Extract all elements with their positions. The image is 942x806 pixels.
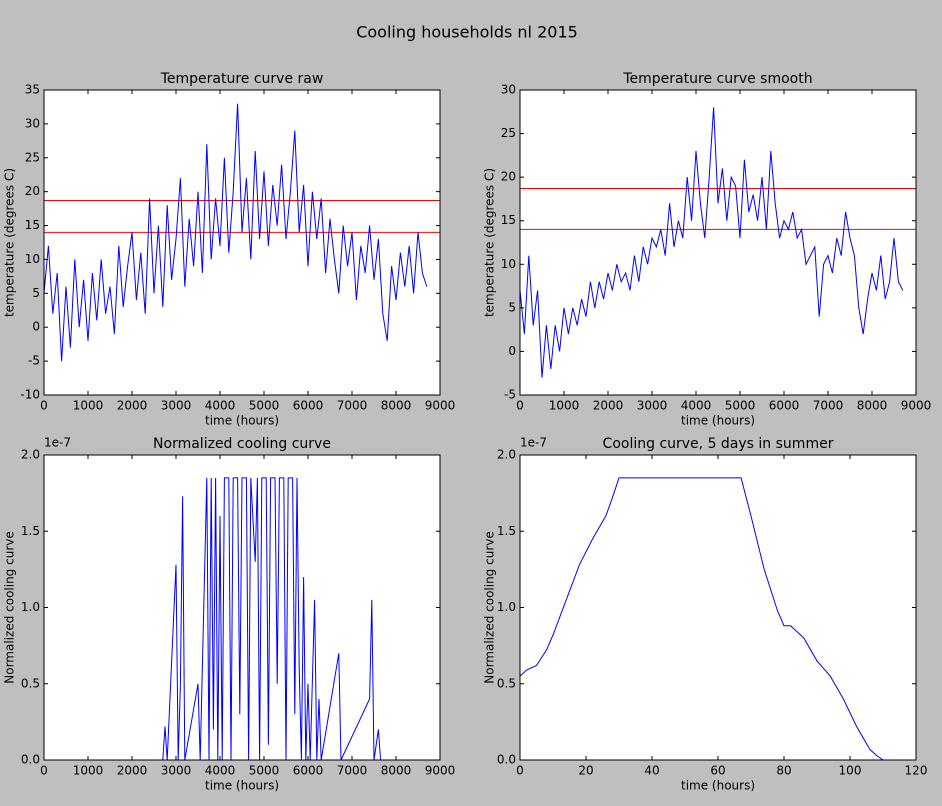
x-tick-label: 9000: [901, 399, 932, 413]
x-tick-label: 4000: [205, 399, 236, 413]
y-axis-label: Normalized cooling curve: [483, 531, 497, 683]
x-tick-label: 9000: [425, 399, 456, 413]
plot-area: [520, 455, 916, 760]
x-axis-label: time (hours): [681, 414, 755, 428]
subplot-title: Temperature curve raw: [160, 71, 324, 87]
x-tick-label: 9000: [425, 764, 456, 778]
x-tick-label: 1000: [73, 399, 104, 413]
plot-area: [520, 90, 916, 395]
x-tick-label: 0: [516, 764, 524, 778]
y-tick-label: -10: [20, 388, 40, 402]
y-tick-label: 1.5: [21, 524, 40, 538]
x-tick-label: 0: [40, 764, 48, 778]
x-tick-label: 80: [776, 764, 791, 778]
x-tick-label: 60: [710, 764, 725, 778]
x-tick-label: 7000: [337, 399, 368, 413]
x-tick-label: 3000: [637, 399, 668, 413]
x-axis-label: time (hours): [205, 779, 279, 793]
y-axis-label: Normalized cooling curve: [3, 531, 17, 683]
x-tick-label: 0: [40, 399, 48, 413]
x-tick-label: 1000: [73, 764, 104, 778]
x-axis-label: time (hours): [205, 414, 279, 428]
x-tick-label: 8000: [857, 399, 888, 413]
x-tick-label: 3000: [161, 764, 192, 778]
y-tick-label: 0.0: [497, 753, 516, 767]
x-tick-label: 2000: [117, 764, 148, 778]
x-tick-label: 5000: [249, 764, 280, 778]
y-offset-label: 1e-7: [520, 436, 547, 450]
x-tick-label: 4000: [205, 764, 236, 778]
y-tick-label: 0.0: [21, 753, 40, 767]
plot-frame: [43, 89, 441, 396]
x-tick-label: 2000: [117, 399, 148, 413]
x-tick-label: 6000: [293, 764, 324, 778]
x-tick-label: 1000: [549, 399, 580, 413]
y-tick-label: 20: [25, 184, 40, 198]
y-tick-label: 20: [501, 170, 516, 184]
y-tick-label: 5: [508, 300, 516, 314]
x-tick-label: 8000: [381, 399, 412, 413]
x-tick-label: 3000: [161, 399, 192, 413]
y-tick-label: -5: [504, 388, 516, 402]
y-tick-label: 15: [501, 213, 516, 227]
y-tick-label: 35: [25, 83, 40, 97]
y-tick-label: 0.5: [497, 676, 516, 690]
x-tick-label: 100: [839, 764, 862, 778]
y-tick-label: 0: [32, 320, 40, 334]
y-tick-label: 30: [25, 116, 40, 130]
y-tick-label: 25: [501, 126, 516, 140]
y-tick-label: 1.0: [497, 600, 516, 614]
y-tick-label: 30: [501, 83, 516, 97]
y-axis-label: temperature (degrees C): [483, 168, 497, 317]
x-tick-label: 40: [644, 764, 659, 778]
y-tick-label: 1.5: [497, 524, 516, 538]
x-tick-label: 7000: [337, 764, 368, 778]
data-line: [520, 477, 884, 760]
subplot-title: Cooling curve, 5 days in summer: [603, 436, 834, 452]
x-tick-label: 20: [578, 764, 593, 778]
x-tick-label: 7000: [813, 399, 844, 413]
x-tick-label: 5000: [725, 399, 756, 413]
y-tick-label: 15: [25, 218, 40, 232]
x-axis-label: time (hours): [681, 779, 755, 793]
y-tick-label: 2.0: [497, 448, 516, 462]
y-tick-label: 0: [508, 344, 516, 358]
y-tick-label: 0.5: [21, 676, 40, 690]
subplot-title: Normalized cooling curve: [153, 436, 331, 452]
data-line: [44, 477, 383, 760]
data-line: [520, 107, 904, 378]
data-line: [44, 103, 428, 362]
y-tick-label: 2.0: [21, 448, 40, 462]
y-offset-label: 1e-7: [44, 436, 71, 450]
y-tick-label: 10: [25, 252, 40, 266]
x-tick-label: 6000: [769, 399, 800, 413]
y-axis-label: temperature (degrees C): [3, 168, 17, 317]
figure-title: Cooling households nl 2015: [356, 23, 578, 42]
x-tick-label: 0: [516, 399, 524, 413]
x-tick-label: 4000: [681, 399, 712, 413]
y-tick-label: 1.0: [21, 600, 40, 614]
y-tick-label: 25: [25, 150, 40, 164]
y-tick-label: -5: [28, 354, 40, 368]
x-tick-label: 6000: [293, 399, 324, 413]
y-tick-label: 5: [32, 286, 40, 300]
plot-frame: [519, 89, 917, 396]
x-tick-label: 8000: [381, 764, 412, 778]
x-tick-label: 120: [905, 764, 928, 778]
subplot-title: Temperature curve smooth: [622, 71, 812, 87]
x-tick-label: 2000: [593, 399, 624, 413]
plot-area: [44, 90, 440, 395]
x-tick-label: 5000: [249, 399, 280, 413]
y-tick-label: 10: [501, 257, 516, 271]
